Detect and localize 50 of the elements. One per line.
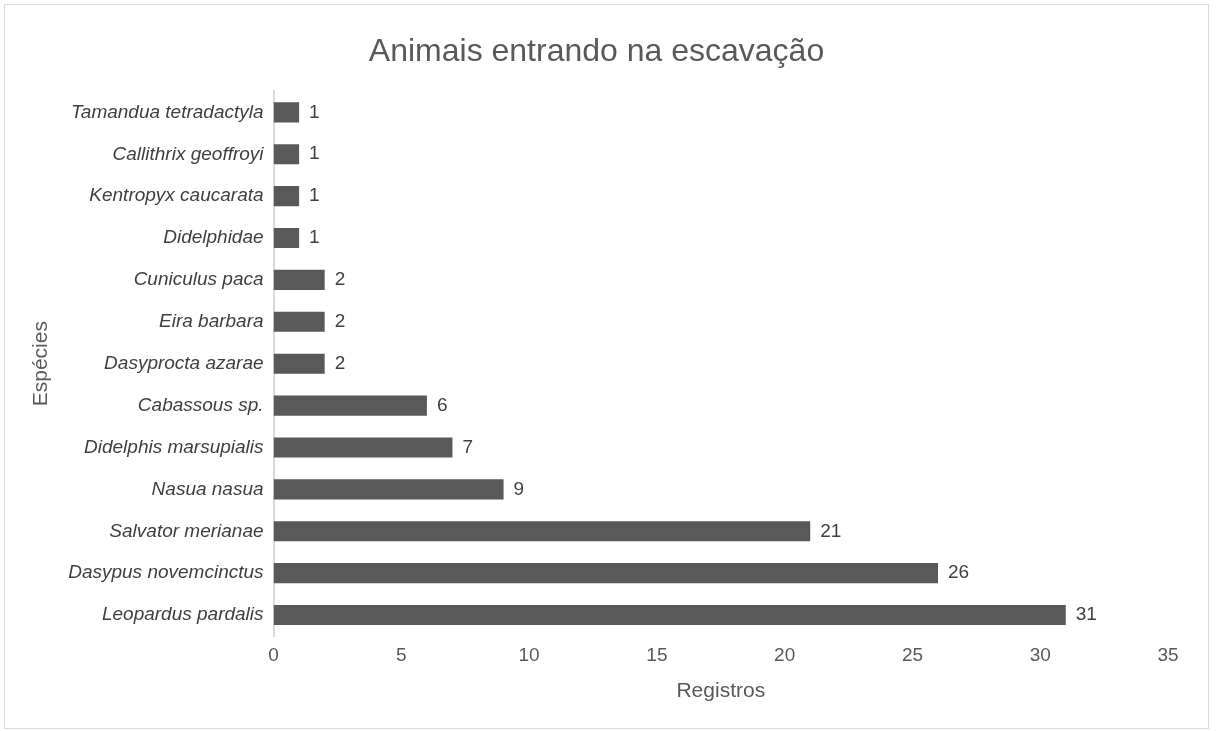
x-tick-label: 5 xyxy=(396,643,407,665)
bar xyxy=(273,186,300,207)
y-tick-label: Dasyprocta azarae xyxy=(104,351,264,373)
y-tick-label: Cuniculus paca xyxy=(133,268,264,290)
y-tick-label: Salvator merianae xyxy=(109,519,264,541)
bar xyxy=(273,102,300,123)
bar xyxy=(273,269,325,290)
data-label: 9 xyxy=(513,477,525,499)
bar xyxy=(273,479,504,500)
bar xyxy=(273,521,811,542)
x-tick-label: 0 xyxy=(268,643,279,665)
y-axis-title: Espécies xyxy=(28,321,52,407)
bar xyxy=(273,311,325,332)
y-tick-label: Dasypus novemcinctus xyxy=(68,561,265,583)
data-label: 1 xyxy=(309,184,320,206)
x-tick-label: 20 xyxy=(774,643,796,665)
data-label: 2 xyxy=(334,351,346,373)
y-tick-label: Didelphidae xyxy=(163,226,264,248)
x-tick-label: 25 xyxy=(901,643,924,665)
y-tick-label: Kentropyx caucarata xyxy=(89,184,264,206)
data-label: 1 xyxy=(309,226,320,248)
data-label: 2 xyxy=(334,310,346,332)
y-tick-label: Tamandua tetradactyla xyxy=(70,100,264,122)
data-label: 26 xyxy=(948,561,970,583)
bar xyxy=(273,437,453,458)
bar xyxy=(273,353,325,374)
data-label: 6 xyxy=(436,393,448,415)
bar xyxy=(273,563,938,584)
bar xyxy=(273,144,300,165)
bar xyxy=(273,227,300,249)
bar xyxy=(273,395,427,416)
y-tick-label: Leopardus pardalis xyxy=(101,603,265,625)
chart-title: Animais entrando na escavação xyxy=(368,32,825,69)
y-tick-label: Callithrix geoffroyi xyxy=(112,142,265,164)
y-tick-label: Didelphis marsupialis xyxy=(84,435,265,457)
data-label: 2 xyxy=(334,268,346,290)
x-tick-label: 35 xyxy=(1157,643,1179,665)
data-label: 7 xyxy=(462,435,474,457)
y-tick-label: Nasua nasua xyxy=(151,477,264,499)
data-label: 1 xyxy=(309,142,320,164)
data-label: 31 xyxy=(1075,603,1097,625)
x-tick-label: 30 xyxy=(1029,643,1051,665)
y-tick-label: Eira barbara xyxy=(159,310,264,332)
data-label: 1 xyxy=(309,100,320,122)
data-label: 21 xyxy=(820,519,842,541)
x-tick-label: 15 xyxy=(646,643,668,665)
bar xyxy=(273,605,1066,626)
y-tick-label: Cabassous sp. xyxy=(137,393,264,415)
x-axis-title: Registros xyxy=(676,678,766,702)
x-tick-label: 10 xyxy=(518,643,540,665)
